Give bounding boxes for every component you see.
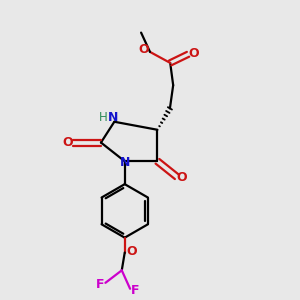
Text: N: N	[108, 111, 118, 124]
Text: O: O	[126, 245, 136, 258]
Text: O: O	[188, 47, 199, 60]
Text: O: O	[139, 43, 149, 56]
Text: F: F	[130, 284, 139, 297]
Text: O: O	[177, 171, 188, 184]
Text: N: N	[120, 156, 130, 169]
Text: O: O	[62, 136, 73, 149]
Text: H: H	[99, 111, 107, 124]
Text: F: F	[96, 278, 105, 290]
